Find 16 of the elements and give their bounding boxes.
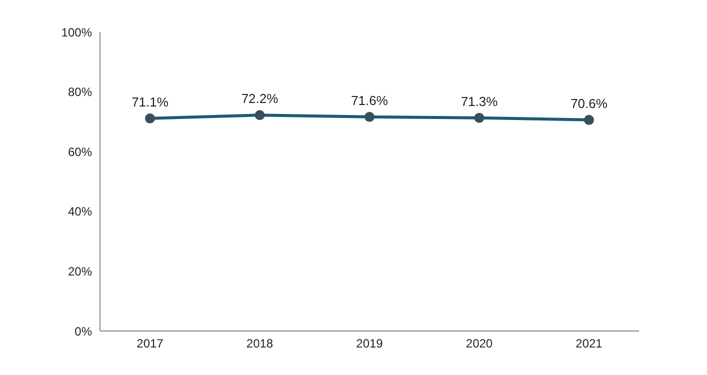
y-tick-label: 40% bbox=[68, 204, 92, 219]
data-label: 71.1% bbox=[132, 94, 169, 110]
data-label: 71.6% bbox=[351, 92, 388, 108]
x-tick-label: 2020 bbox=[466, 336, 493, 351]
y-tick-label: 0% bbox=[74, 324, 92, 338]
y-tick-label: 20% bbox=[68, 264, 92, 278]
y-tick-label: 60% bbox=[68, 144, 92, 159]
x-tick-label: 2021 bbox=[576, 336, 603, 351]
y-tick-label: 100% bbox=[61, 25, 92, 40]
x-tick-label: 2017 bbox=[136, 336, 164, 351]
x-tick-label: 2019 bbox=[356, 336, 384, 351]
data-label: 72.2% bbox=[241, 91, 279, 106]
x-tick-label: 2018 bbox=[246, 336, 274, 351]
data-label: 71.3% bbox=[460, 94, 498, 109]
data-label: 70.6% bbox=[570, 96, 608, 111]
y-tick-label: 80% bbox=[68, 85, 92, 100]
